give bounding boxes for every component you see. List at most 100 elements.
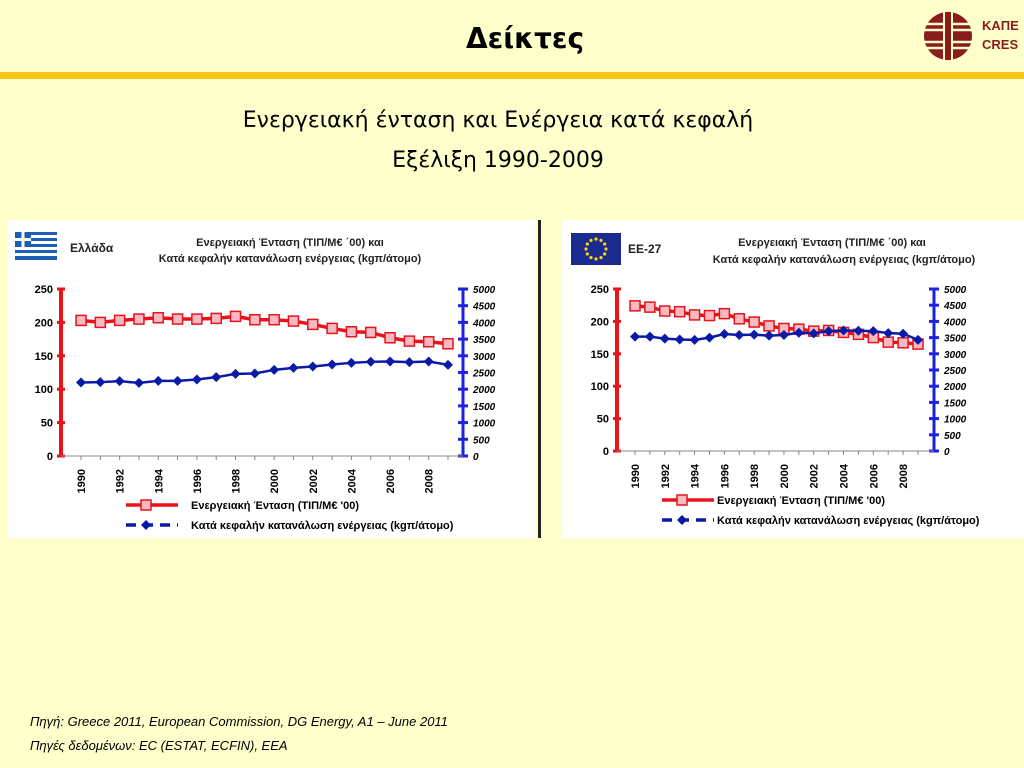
eu-star <box>599 256 603 260</box>
right-axis-tick-label: 1000 <box>944 415 967 426</box>
per-capita-point <box>443 359 453 370</box>
left-axis-tick-label: 150 <box>591 349 609 361</box>
logo-text-kape: ΚΑΠΕ <box>982 18 1019 33</box>
legend-label: Ενεργειακή Ένταση (ΤΙΠ/Μ€ '00) <box>717 495 885 507</box>
per-capita-point <box>404 357 415 368</box>
intensity-point <box>171 313 184 325</box>
right-axis-tick-label: 4500 <box>472 302 496 313</box>
x-axis-tick-label: 2002 <box>308 469 320 493</box>
left-axis-tick-label: 250 <box>591 284 609 296</box>
intensity-point <box>897 337 909 349</box>
x-axis-tick-label: 1998 <box>231 469 243 493</box>
plot-area: 2502001501005005000450040003500300025002… <box>591 284 980 527</box>
intensity-point <box>326 322 338 335</box>
right-axis-tick-label: 4000 <box>472 318 496 329</box>
eu-flag-icon <box>571 233 621 265</box>
right-axis-tick-label: 3000 <box>473 352 496 363</box>
x-axis-tick-label: 1994 <box>690 463 702 488</box>
x-axis-tick-label: 1992 <box>115 469 127 493</box>
cres-logo: ΚΑΠΕ CRES <box>922 8 1024 64</box>
x-axis-tick-label: 2000 <box>269 469 281 493</box>
right-axis-tick-label: 2000 <box>943 382 967 393</box>
intensity-point <box>629 300 641 312</box>
intensity-point <box>442 338 454 350</box>
x-axis-tick-label: 1996 <box>192 469 204 493</box>
intensity-point <box>659 305 671 317</box>
right-axis-tick-label: 1500 <box>944 398 967 409</box>
per-capita-point <box>230 368 241 379</box>
x-axis-tick-label: 2006 <box>868 464 880 488</box>
right-axis-tick-label: 1500 <box>473 402 496 413</box>
eu-star <box>594 237 598 241</box>
eu-star <box>589 256 593 260</box>
x-axis-tick-label: 2004 <box>346 468 358 493</box>
left-axis-tick-label: 100 <box>591 381 609 393</box>
right-axis-tick-label: 2500 <box>472 369 496 380</box>
x-axis-tick-label: 2004 <box>839 463 851 488</box>
intensity-point <box>763 320 775 332</box>
x-axis-tick-label: 2008 <box>898 464 910 488</box>
x-axis-tick-label: 2002 <box>809 464 821 488</box>
intensity-point <box>94 316 107 329</box>
intensity-point <box>748 316 760 328</box>
intensity-point <box>345 326 358 338</box>
x-axis-tick-label: 1996 <box>719 464 731 488</box>
title-divider-bar <box>0 72 1024 79</box>
per-capita-point <box>385 356 396 367</box>
per-capita-point <box>868 326 879 337</box>
intensity-point <box>384 332 396 344</box>
legend-marker <box>140 499 152 511</box>
logo-text-cres: CRES <box>982 37 1019 52</box>
per-capita-point <box>838 325 849 336</box>
per-capita-point <box>689 334 700 345</box>
intensity-point <box>152 311 165 324</box>
intensity-point <box>287 315 300 327</box>
per-capita-point <box>913 334 923 345</box>
cres-logo-icon <box>924 10 972 62</box>
per-capita-point <box>719 329 730 340</box>
intensity-point <box>644 301 656 313</box>
per-capita-point <box>883 328 894 339</box>
chart-eu27: ΕΕ-27 Ενεργειακή Ένταση (ΤΙΠ/Μ€ ΄00) και… <box>571 233 980 527</box>
intensity-point <box>249 313 261 326</box>
per-capita-point <box>153 375 164 386</box>
x-axis-tick-label: 2008 <box>424 469 436 493</box>
per-capita-point <box>808 328 819 339</box>
intensity-point <box>882 336 894 348</box>
per-capita-point <box>793 327 804 338</box>
left-axis-tick-label: 250 <box>35 284 53 296</box>
per-capita-point <box>327 359 338 370</box>
intensity-point <box>364 326 377 339</box>
per-capita-point <box>853 325 864 336</box>
chart-greece: Ελλάδα Ενεργειακή Ένταση (ΤΙΠ/Μ€ ΄00) κα… <box>15 232 496 532</box>
per-capita-point <box>114 376 125 387</box>
per-capita-point <box>211 372 222 383</box>
left-axis-tick-label: 50 <box>41 418 53 430</box>
x-axis-tick-label: 1998 <box>749 464 761 488</box>
legend-label: Κατά κεφαλήν κατανάλωση ενέργειας (kgπ/ά… <box>191 520 454 532</box>
region-label: Ελλάδα <box>70 241 114 255</box>
subtitle-line-2: Εξέλιξη 1990-2009 <box>392 148 604 173</box>
legend-label: Κατά κεφαλήν κατανάλωση ενέργειας (kgπ/ά… <box>717 515 980 527</box>
intensity-point <box>718 307 731 320</box>
per-capita-point <box>288 362 299 373</box>
intensity-point <box>703 309 716 322</box>
per-capita-point <box>644 331 655 342</box>
per-capita-point <box>95 377 106 388</box>
left-axis-tick-label: 100 <box>35 384 53 396</box>
per-capita-point <box>76 377 86 388</box>
x-axis-tick-label: 2006 <box>385 469 397 493</box>
right-axis-tick-label: 0 <box>944 447 950 458</box>
per-capita-point <box>307 361 318 372</box>
per-capita-point <box>172 375 183 386</box>
intensity-point <box>229 310 242 323</box>
eu-star <box>603 242 607 246</box>
source-note: Πηγή: Greece 2011, European Commission, … <box>30 714 448 729</box>
legend-marker <box>677 515 687 525</box>
per-capita-point <box>365 356 376 367</box>
chart-title-line-2: Κατά κεφαλήν κατανάλωση ενέργειας (kgπ/ά… <box>713 254 976 266</box>
right-axis-tick-label: 4500 <box>943 301 967 312</box>
intensity-point <box>422 336 435 348</box>
eu-star <box>585 242 589 246</box>
per-capita-point <box>423 356 434 367</box>
